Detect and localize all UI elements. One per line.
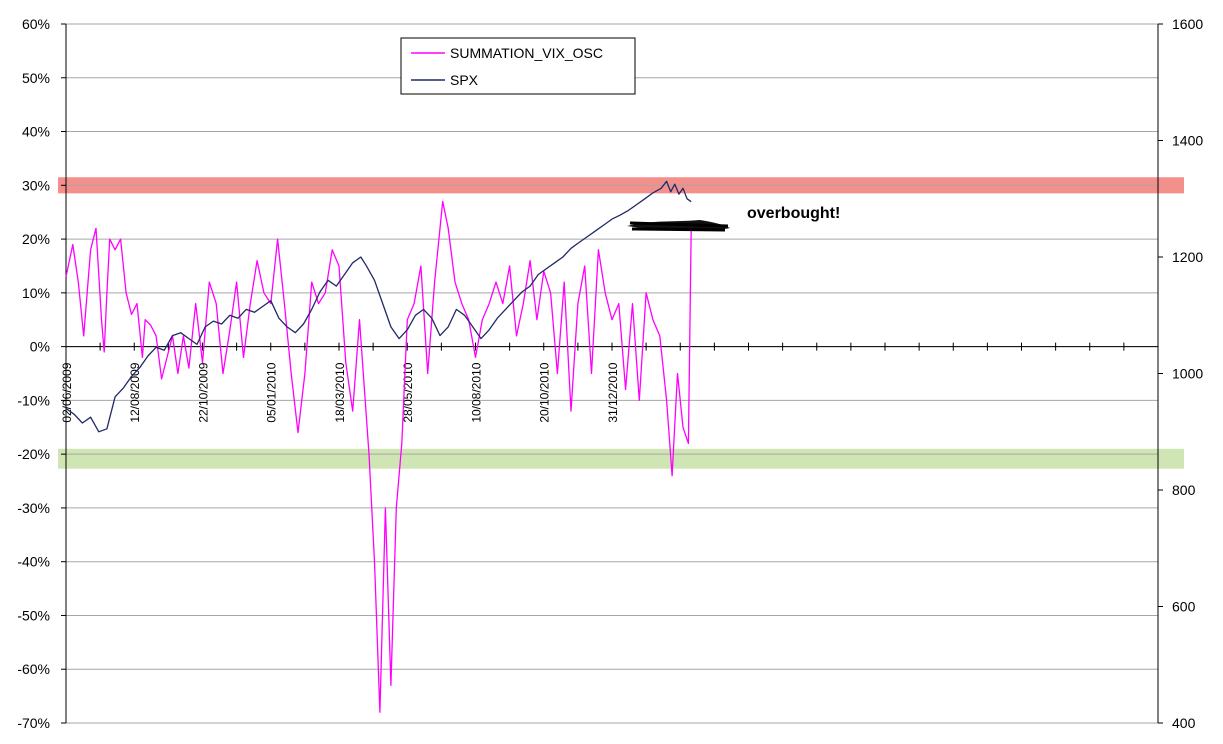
axes-layer: 60% 50% 40% 30% 20% 10% 0% -10% -20% -30% -40% -50%… — [17, 16, 1203, 731]
right-axis-tick-label: 1000 — [1172, 366, 1203, 382]
left-axis-tick-label: 10% — [22, 285, 50, 301]
left-axis-tick-label: -30% — [17, 500, 50, 516]
left-axis-tick-label: 30% — [22, 177, 50, 193]
left-axis-tick-label: -10% — [17, 392, 50, 408]
annotation-box — [740, 194, 890, 238]
gridlines — [66, 23, 1158, 724]
annotation-text: overbought! — [747, 205, 840, 222]
left-axis-tick-label: -70% — [17, 715, 50, 731]
left-axis-tick-label: -40% — [17, 554, 50, 570]
left-axis-tick-label: 40% — [22, 124, 50, 140]
left-axis-tick-label: -50% — [17, 607, 50, 623]
legend-box — [400, 37, 636, 95]
x-axis-tick-label: 18/03/2010 — [333, 362, 347, 422]
right-axis-tick-label: 1400 — [1172, 133, 1203, 149]
right-axis-tick-label: 400 — [1172, 715, 1196, 731]
series-layer — [65, 180, 692, 713]
left-axis-tick-label: 60% — [22, 16, 50, 32]
scribble-mark — [627, 220, 730, 232]
x-axis-tick-label: 02/06/2009 — [60, 362, 74, 422]
right-axis-tick-label: 1200 — [1172, 249, 1203, 265]
left-axis-tick-label: -60% — [17, 661, 50, 677]
right-axis-tick-label: 800 — [1172, 482, 1196, 498]
left-axis-tick-label: 0% — [30, 339, 50, 355]
series-line-spx — [65, 180, 692, 433]
legend-label-spx: SPX — [450, 72, 479, 88]
x-axis-tick-label: 10/08/2010 — [470, 362, 484, 422]
x-axis-tick-label: 05/01/2010 — [265, 362, 279, 422]
left-axis-tick-label: 50% — [22, 70, 50, 86]
x-axis-tick-label: 12/08/2009 — [128, 362, 142, 422]
x-axis-tick-label: 22/10/2009 — [197, 362, 211, 422]
legend-label-summation-vix-osc: SUMMATION_VIX_OSC — [450, 45, 603, 61]
right-axis-tick-label: 1600 — [1172, 16, 1203, 32]
right-axis-tick-label: 600 — [1172, 599, 1196, 615]
oversold-band — [58, 448, 1184, 469]
x-axis-tick-label: 31/12/2010 — [606, 362, 620, 422]
left-axis-tick-label: 20% — [22, 231, 50, 247]
legend: SUMMATION_VIX_OSC SPX — [400, 37, 636, 95]
series-line-summation-vix-osc — [65, 200, 692, 713]
bands-layer — [58, 177, 1184, 469]
x-axis-tick-label: 20/10/2010 — [538, 362, 552, 422]
left-axis-tick-label: -20% — [17, 446, 50, 462]
